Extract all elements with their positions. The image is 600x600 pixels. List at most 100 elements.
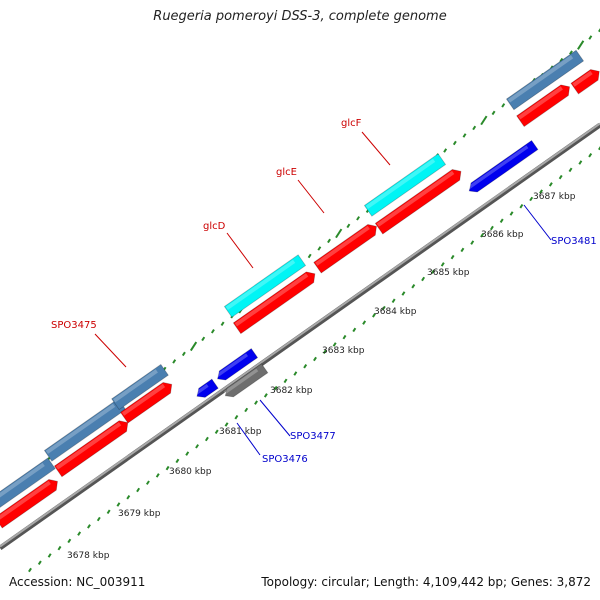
- glce-connector: [297, 179, 325, 214]
- gene-label-spo3475[interactable]: SPO3475: [51, 320, 97, 331]
- reverse-ruler-tick: [558, 174, 563, 180]
- reverse-ruler-tick: [332, 342, 337, 347]
- reverse-ruler-tick: [126, 494, 131, 500]
- gene-label-glcf[interactable]: glcF: [341, 118, 362, 129]
- reverse-ruler-tick: [67, 538, 72, 544]
- spo3481-block[interactable]: [466, 139, 539, 196]
- forward-ruler-tick: [472, 125, 477, 131]
- forward-cds-block[interactable]: [516, 81, 574, 128]
- backbone-line: [0, 122, 600, 551]
- forward-ruler-tick: [327, 238, 331, 244]
- reverse-ruler-tick: [499, 218, 504, 224]
- reverse-ruler-tick: [263, 393, 268, 398]
- forward-ruler-tick: [201, 336, 206, 342]
- reverse-ruler-tick: [539, 189, 543, 194]
- forward-cds-block[interactable]: [570, 66, 600, 95]
- forward-ruler-tick: [577, 40, 585, 50]
- reverse-ruler-tick: [234, 414, 239, 420]
- reverse-ruler-tick: [87, 524, 91, 529]
- map-title: Ruegeria pomeroyi DSS-3, complete genome: [153, 9, 447, 24]
- spo3477-connector: [259, 399, 291, 437]
- glcf-gene-block[interactable]: [363, 153, 447, 217]
- reverse-ruler-tick: [460, 247, 465, 253]
- forward-ruler-tick: [172, 359, 177, 364]
- reverse-ruler-tick: [548, 182, 553, 187]
- forward-cds-block[interactable]: [119, 379, 176, 424]
- glcd-connector: [226, 232, 254, 269]
- reverse-ruler-tick: [47, 553, 52, 558]
- forward-ruler-tick: [452, 140, 457, 146]
- reverse-ruler-tick: [224, 422, 229, 427]
- ruler-label-3680: 3680 kbp: [169, 467, 212, 477]
- spo3476-block[interactable]: [194, 378, 219, 401]
- spo3475-connector: [94, 333, 127, 368]
- gene-label-spo3476[interactable]: SPO3476: [262, 454, 308, 465]
- forward-ruler-tick: [210, 329, 215, 334]
- spo3477-block[interactable]: [222, 363, 269, 401]
- gene-label-glcd[interactable]: glcD: [203, 221, 226, 232]
- forward-cds-block[interactable]: [53, 417, 131, 478]
- glcd-gene-block[interactable]: [223, 254, 307, 318]
- accession-text: Accession: NC_003911: [9, 575, 146, 589]
- forward-ruler-tick: [317, 246, 322, 251]
- forward-ruler-tick: [569, 50, 573, 55]
- ruler-label-3679: 3679 kbp: [118, 509, 161, 519]
- reverse-ruler-tick: [77, 531, 82, 536]
- reverse-ruler-tick: [391, 298, 396, 304]
- spo3481-connector: [523, 204, 552, 241]
- forward-ruler-tick: [335, 228, 343, 239]
- forward-ruler-tick: [491, 110, 496, 116]
- reverse-ruler-tick: [401, 291, 406, 296]
- reverse-ruler-tick: [28, 567, 32, 573]
- glcd-cds-block[interactable]: [232, 268, 318, 335]
- reverse-ruler-tick: [470, 240, 475, 245]
- reverse-ruler-tick: [430, 269, 435, 274]
- ruler-label-3682: 3682 kbp: [270, 386, 313, 396]
- forward-ruler-tick: [443, 148, 448, 153]
- reverse-ruler-tick: [352, 327, 357, 333]
- reverse-ruler-tick: [519, 203, 524, 209]
- forward-ruler-tick: [501, 103, 506, 108]
- reverse-ruler-tick: [165, 465, 170, 471]
- forward-ruler-tick: [356, 216, 361, 221]
- reverse-ruler-tick: [568, 167, 573, 173]
- forward-gene-block[interactable]: [505, 49, 585, 111]
- reverse-ruler-tick: [529, 196, 534, 202]
- reverse-ruler-tick: [303, 364, 308, 369]
- gene-label-spo3481[interactable]: SPO3481: [551, 236, 597, 247]
- ruler-label-3687: 3687 kbp: [533, 192, 576, 202]
- ruler-label-3685: 3685 kbp: [427, 268, 470, 278]
- reverse-ruler-tick: [214, 429, 219, 435]
- reverse-ruler-tick: [116, 502, 121, 507]
- reverse-ruler-tick: [145, 480, 150, 485]
- forward-ruler-tick: [588, 35, 593, 40]
- glce-cds-block[interactable]: [313, 221, 380, 274]
- reverse-ruler-tick: [440, 262, 445, 267]
- gene-label-glce[interactable]: glcE: [276, 167, 297, 178]
- reverse-ruler-tick: [96, 516, 101, 522]
- reverse-ruler-tick: [37, 560, 42, 565]
- reverse-ruler-tick: [185, 451, 190, 456]
- reverse-ruler-tick: [283, 378, 288, 384]
- glcf-cds-block[interactable]: [374, 166, 464, 235]
- reverse-ruler-tick: [489, 225, 494, 231]
- reverse-ruler-tick: [578, 160, 583, 165]
- spo3476-connector: [236, 422, 261, 456]
- reverse-ruler-tick: [136, 487, 141, 493]
- forward-gene-block[interactable]: [0, 457, 56, 511]
- reverse-ruler-tick: [244, 407, 249, 413]
- reverse-ruler-tick: [155, 473, 160, 478]
- gene-label-spo3477[interactable]: SPO3477: [290, 431, 336, 442]
- reverse-ruler-tick: [598, 146, 600, 151]
- forward-ruler-tick: [189, 341, 198, 352]
- genome-summary-text: Topology: circular; Length: 4,109,442 bp…: [261, 575, 591, 589]
- reverse-ruler-tick: [293, 371, 298, 376]
- reverse-ruler-tick: [204, 436, 209, 442]
- reverse-ruler-tick: [362, 320, 367, 325]
- forward-gene-block[interactable]: [111, 363, 169, 411]
- reverse-ruler-tick: [381, 305, 386, 311]
- forward-ruler-tick: [462, 133, 467, 138]
- reverse-cds-block[interactable]: [214, 348, 259, 384]
- forward-cds-block[interactable]: [0, 476, 61, 529]
